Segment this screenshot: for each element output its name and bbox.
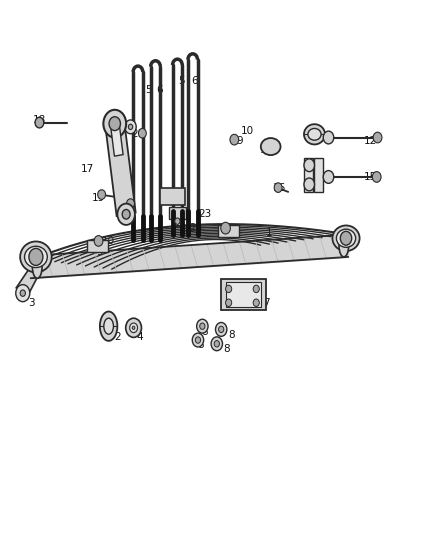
Ellipse shape bbox=[104, 318, 113, 334]
Bar bbox=[218, 225, 239, 237]
Circle shape bbox=[175, 218, 180, 224]
Circle shape bbox=[197, 319, 208, 333]
Circle shape bbox=[226, 299, 232, 306]
Text: 6: 6 bbox=[156, 85, 163, 94]
Ellipse shape bbox=[25, 246, 47, 268]
Text: 21: 21 bbox=[131, 130, 145, 139]
Polygon shape bbox=[16, 265, 44, 298]
Circle shape bbox=[122, 209, 130, 219]
Circle shape bbox=[94, 236, 103, 246]
Text: 22: 22 bbox=[173, 195, 186, 205]
Text: 16: 16 bbox=[273, 183, 286, 192]
Circle shape bbox=[128, 124, 133, 130]
Ellipse shape bbox=[339, 235, 349, 257]
Circle shape bbox=[214, 341, 219, 347]
Circle shape bbox=[125, 120, 136, 134]
Text: 15: 15 bbox=[364, 172, 377, 182]
Text: 5: 5 bbox=[178, 76, 185, 86]
Text: 8: 8 bbox=[197, 341, 204, 350]
Text: 3: 3 bbox=[28, 298, 35, 308]
Text: 18: 18 bbox=[33, 115, 46, 125]
Ellipse shape bbox=[304, 124, 325, 144]
Circle shape bbox=[323, 171, 334, 183]
Circle shape bbox=[127, 199, 134, 208]
Polygon shape bbox=[105, 122, 136, 216]
Text: 12: 12 bbox=[364, 136, 377, 146]
Circle shape bbox=[274, 183, 282, 192]
Circle shape bbox=[109, 117, 120, 131]
Circle shape bbox=[138, 128, 146, 138]
Circle shape bbox=[340, 231, 352, 245]
Bar bbox=[221, 279, 266, 310]
Ellipse shape bbox=[261, 138, 280, 155]
Circle shape bbox=[304, 159, 314, 172]
Text: 21: 21 bbox=[123, 202, 136, 212]
Text: 17: 17 bbox=[81, 165, 94, 174]
Circle shape bbox=[195, 337, 201, 343]
Text: 8: 8 bbox=[228, 330, 235, 340]
Text: 9: 9 bbox=[237, 136, 244, 146]
Ellipse shape bbox=[308, 128, 321, 140]
Circle shape bbox=[253, 285, 259, 293]
Circle shape bbox=[304, 178, 314, 191]
Circle shape bbox=[221, 222, 230, 234]
Bar bbox=[226, 282, 261, 307]
Circle shape bbox=[103, 110, 126, 138]
Text: 23: 23 bbox=[190, 223, 203, 233]
Bar bbox=[87, 240, 108, 252]
Text: 5: 5 bbox=[145, 85, 152, 94]
Bar bbox=[304, 158, 313, 192]
Circle shape bbox=[373, 132, 382, 143]
Circle shape bbox=[130, 323, 138, 333]
Text: 9: 9 bbox=[96, 247, 103, 256]
Circle shape bbox=[98, 190, 106, 199]
Circle shape bbox=[200, 323, 205, 329]
Bar bbox=[314, 158, 323, 192]
Circle shape bbox=[215, 322, 227, 336]
Circle shape bbox=[323, 131, 334, 144]
Circle shape bbox=[219, 326, 224, 333]
Polygon shape bbox=[110, 123, 123, 156]
Ellipse shape bbox=[336, 229, 356, 247]
Text: 20: 20 bbox=[118, 122, 131, 132]
Circle shape bbox=[253, 299, 259, 306]
Text: 13: 13 bbox=[260, 146, 273, 155]
Text: 4: 4 bbox=[136, 332, 143, 342]
Ellipse shape bbox=[332, 225, 360, 251]
Circle shape bbox=[29, 248, 43, 265]
Ellipse shape bbox=[20, 241, 52, 272]
Circle shape bbox=[117, 204, 135, 225]
Circle shape bbox=[226, 285, 232, 293]
Bar bbox=[169, 207, 186, 219]
Text: 14: 14 bbox=[305, 163, 318, 173]
Ellipse shape bbox=[100, 311, 117, 341]
Text: 2: 2 bbox=[114, 332, 121, 342]
Circle shape bbox=[230, 134, 239, 145]
Text: 19: 19 bbox=[92, 193, 105, 203]
Text: 8: 8 bbox=[201, 327, 208, 336]
Text: 1: 1 bbox=[266, 229, 273, 238]
Text: 10: 10 bbox=[102, 236, 115, 246]
Circle shape bbox=[35, 117, 44, 128]
Circle shape bbox=[372, 172, 381, 182]
Circle shape bbox=[192, 333, 204, 347]
Text: 23: 23 bbox=[198, 209, 212, 219]
Circle shape bbox=[20, 290, 25, 296]
Circle shape bbox=[211, 337, 223, 351]
Text: 8: 8 bbox=[223, 344, 230, 354]
Text: 10: 10 bbox=[241, 126, 254, 135]
Bar bbox=[160, 188, 185, 205]
Circle shape bbox=[132, 326, 135, 329]
Text: 7: 7 bbox=[263, 298, 270, 308]
Circle shape bbox=[126, 318, 141, 337]
Text: 6: 6 bbox=[191, 76, 198, 86]
Text: 11: 11 bbox=[305, 130, 318, 139]
Ellipse shape bbox=[32, 256, 42, 278]
Circle shape bbox=[16, 285, 30, 302]
